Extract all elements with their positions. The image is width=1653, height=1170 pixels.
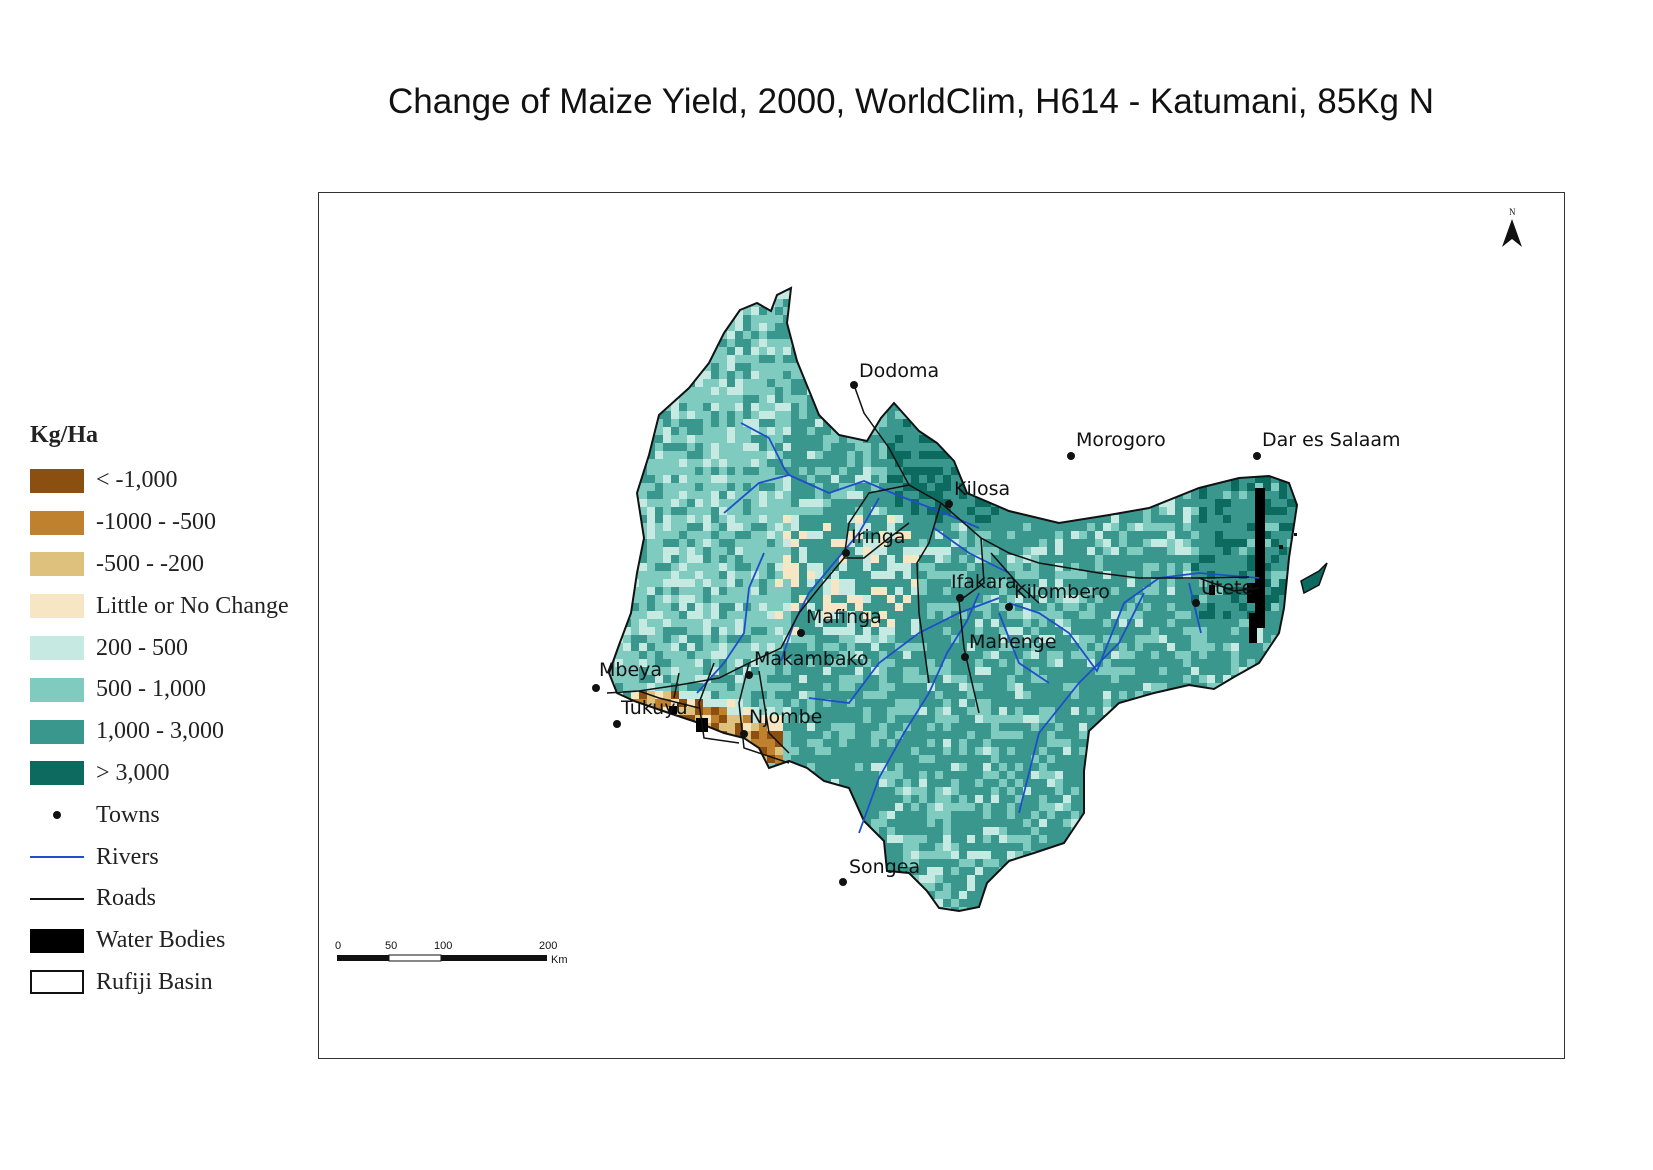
towns-layer: Dodoma Morogoro Dar es Salaam Kilosa Iringa I… [592, 360, 1401, 886]
town-dot-icon [945, 500, 953, 508]
town-label-makambako: Makambako [754, 648, 869, 670]
legend-swatch [30, 552, 84, 577]
legend-item-rivers: Rivers [30, 836, 330, 878]
legend-item-500-200: -500 - -200 [30, 544, 330, 586]
legend-item-water-bodies: Water Bodies [30, 920, 330, 962]
town-label-mahenge: Mahenge [969, 631, 1057, 653]
town-label-dar-es-salaam: Dar es Salaam [1262, 429, 1401, 451]
legend-label: Rivers [96, 843, 159, 870]
scale-unit: Km [551, 954, 568, 966]
town-label-mbeya: Mbeya [599, 659, 662, 681]
map-frame[interactable]: Dodoma Morogoro Dar es Salaam Kilosa Iringa I… [318, 192, 1565, 1059]
legend-item-no-change: Little or No Change [30, 585, 330, 627]
legend-label: 200 - 500 [96, 634, 188, 661]
basin-outline-swatch [30, 970, 84, 995]
scale-bar: 0 50 100 200 Km [335, 940, 568, 966]
legend-swatch [30, 636, 84, 661]
legend-swatch [30, 677, 84, 702]
town-dot-icon [850, 381, 858, 389]
town-dot-icon [797, 629, 805, 637]
scale-tick-200: 200 [539, 940, 557, 952]
town-label-iringa: Iringa [851, 526, 905, 548]
town-dot-icon [1067, 452, 1075, 460]
legend-item-gt-3000: > 3,000 [30, 753, 330, 795]
coastal-islands [1279, 533, 1328, 595]
legend-label: > 3,000 [96, 759, 170, 786]
legend-swatch [30, 468, 84, 493]
scale-tick-0: 0 [335, 940, 341, 952]
town-dot-icon [956, 594, 964, 602]
legend-label: 500 - 1,000 [96, 676, 206, 703]
legend-label: Towns [96, 801, 160, 828]
river-line-icon [30, 845, 84, 869]
town-label-mafinga: Mafinga [806, 606, 882, 628]
legend: Kg/Ha < -1,000 -1000 - -500 -500 - -200 … [30, 422, 330, 1003]
legend-title: Kg/Ha [30, 422, 99, 448]
legend-item-200-500: 200 - 500 [30, 627, 330, 669]
legend-swatch [30, 594, 84, 619]
roads [606, 384, 1260, 764]
town-dot-icon [1005, 603, 1013, 611]
legend-label: Rufiji Basin [96, 968, 213, 995]
town-dot-icon [613, 720, 621, 728]
town-dot-icon [30, 803, 84, 827]
town-dot-icon [961, 653, 969, 661]
town-dot-icon [1253, 452, 1261, 460]
legend-item-basin: Rufiji Basin [30, 962, 330, 1004]
legend-item-roads: Roads [30, 878, 330, 920]
legend-label: Water Bodies [96, 927, 226, 954]
legend-item-lt-1000: < -1,000 [30, 460, 330, 502]
legend-label: Roads [96, 885, 156, 912]
town-dot-icon [842, 549, 850, 557]
north-arrow-icon: N [1502, 207, 1522, 247]
town-dot-icon [839, 878, 847, 886]
town-label-utete: Utete [1201, 577, 1253, 599]
town-label-tukuyu: Tukuyu [620, 697, 688, 719]
legend-label: 1,000 - 3,000 [96, 718, 224, 745]
town-label-songea: Songea [849, 856, 920, 878]
town-dot-icon [740, 730, 748, 738]
legend-label: Little or No Change [96, 592, 289, 619]
town-label-morogoro: Morogoro [1076, 429, 1166, 451]
town-dot-icon [592, 684, 600, 692]
scale-tick-50: 50 [385, 940, 397, 952]
road-line-icon [30, 887, 84, 911]
rivers [696, 422, 1260, 834]
town-dot-icon [1192, 599, 1200, 607]
map-canvas: Dodoma Morogoro Dar es Salaam Kilosa Iringa I… [335, 207, 1522, 966]
legend-label: -500 - -200 [96, 550, 204, 577]
scale-tick-100: 100 [434, 940, 452, 952]
legend-swatch [30, 761, 84, 786]
map-title: Change of Maize Yield, 2000, WorldClim, … [388, 82, 1435, 121]
town-label-ifakara: Ifakara [951, 571, 1017, 593]
water-body-swatch [30, 928, 84, 953]
legend-label: -1000 - -500 [96, 509, 216, 536]
town-label-dodoma: Dodoma [859, 360, 939, 382]
legend-swatch [30, 510, 84, 535]
town-label-kilombero: Kilombero [1014, 581, 1110, 603]
north-label: N [1509, 207, 1516, 217]
town-label-kilosa: Kilosa [954, 478, 1010, 500]
legend-item-towns: Towns [30, 794, 330, 836]
legend-swatch [30, 719, 84, 744]
yield-change-raster [609, 288, 1297, 911]
legend-item-1000-500: -1000 - -500 [30, 502, 330, 544]
town-dot-icon [745, 671, 753, 679]
legend-item-1000-3000: 1,000 - 3,000 [30, 711, 330, 753]
legend-item-500-1000: 500 - 1,000 [30, 669, 330, 711]
town-label-njombe: Njombe [749, 706, 822, 728]
legend-label: < -1,000 [96, 467, 178, 494]
